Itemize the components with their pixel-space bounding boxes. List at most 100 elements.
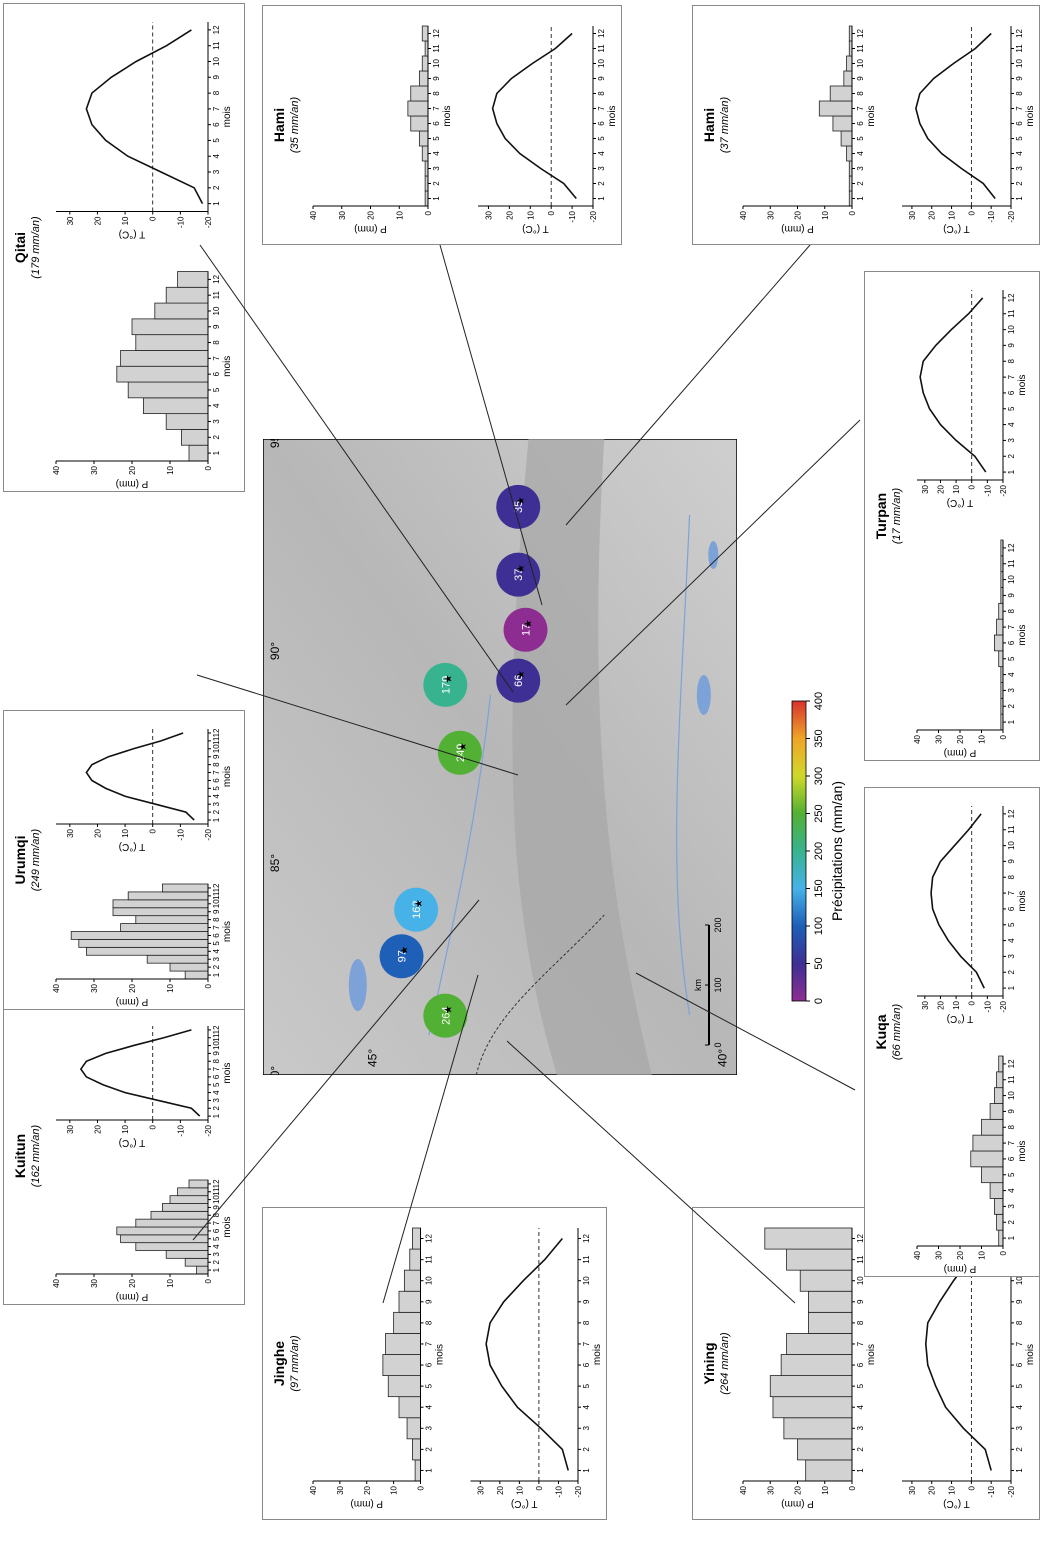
y-axis-label: P (mm) [354, 223, 387, 234]
x-tick-label: 11 [1007, 1075, 1016, 1084]
y-tick-label: 0 [149, 828, 158, 833]
x-tick-label: 9 [212, 909, 221, 914]
y-tick-label: -10 [176, 216, 185, 228]
precip-bar [116, 1226, 209, 1236]
colorbar-title: Précipitations (mm/an) [829, 781, 845, 921]
y-tick-label: 40 [52, 983, 61, 992]
x-axis-label: mois [222, 766, 233, 787]
precip-bar [120, 923, 209, 932]
station-star: ★ [400, 946, 411, 955]
temperature-line [491, 32, 577, 200]
x-tick-label: 1 [1015, 1468, 1024, 1473]
y-axis-label: P (mm) [350, 1498, 383, 1509]
x-tick-label: 7 [597, 106, 606, 111]
x-tick-label: 8 [1015, 91, 1024, 96]
y-tick-label: 10 [515, 1485, 524, 1494]
y-tick-label: -20 [204, 1124, 213, 1136]
precip-bar [805, 1459, 853, 1482]
y-tick-label: -10 [554, 1485, 563, 1497]
x-tick-label: 9 [856, 1299, 865, 1304]
x-tick-label: 6 [212, 778, 221, 783]
precip-bar [846, 55, 853, 72]
y-tick-label: 40 [309, 210, 318, 219]
y-tick-label: 30 [90, 465, 99, 474]
x-tick-label: 5 [212, 786, 221, 791]
x-tick-label: 4 [1007, 1188, 1016, 1193]
x-tick-label: 8 [212, 917, 221, 922]
precip-bar [418, 70, 429, 87]
x-axis-label: mois [866, 105, 877, 126]
x-tick-label: 1 [212, 972, 221, 977]
precip-bar [398, 1396, 421, 1419]
y-tick-label: 30 [921, 1000, 930, 1009]
y-tick-label: 0 [968, 484, 977, 489]
y-axis-label: P (mm) [116, 478, 149, 489]
precip-bar [135, 915, 209, 924]
x-tick-label: 9 [212, 754, 221, 759]
x-tick-label: 6 [212, 1074, 221, 1079]
station-panel-hami-37: Hami (37 mm/an) 0 10 20 30 40 1 2 3 4 5 6 7 8 9 10 11 12… [692, 5, 1040, 245]
y-tick-label: 10 [821, 1485, 830, 1494]
precip-bar [996, 1213, 1004, 1231]
y-tick-label: 20 [128, 983, 137, 992]
precip-bar [414, 1459, 421, 1482]
colorbar-ramp [791, 700, 807, 1002]
x-tick-label: 12 [1007, 1059, 1016, 1068]
colorbar-tick-label: 100 [813, 917, 825, 935]
x-tick-label: 4 [212, 1090, 221, 1095]
x-tick-label: 12 [425, 1234, 434, 1243]
x-tick-label: 5 [856, 1383, 865, 1388]
precip-bar [769, 1375, 853, 1398]
precip-bar [165, 286, 209, 304]
x-tick-label: 9 [582, 1299, 591, 1304]
y-tick-label: 0 [204, 465, 213, 470]
x-tick-label: 4 [1007, 672, 1016, 677]
y-tick-label: 10 [166, 1278, 175, 1287]
x-tick-label: 11 [212, 41, 221, 50]
x-tick-label: 2 [1015, 1447, 1024, 1452]
y-tick-label: 20 [794, 1485, 803, 1494]
y-tick-label: 30 [766, 1485, 775, 1494]
y-tick-label: 0 [204, 983, 213, 988]
x-tick-label: 5 [212, 1236, 221, 1241]
precip-bar [998, 1229, 1004, 1247]
x-tick-label: 9 [432, 76, 441, 81]
station-panel-jinghe: Jinghe (97 mm/an) 0 10 20 30 40 1 2 3 4 5 6 7 8 9 10 11… [262, 1207, 607, 1520]
border-line [475, 914, 605, 1075]
precip-bar [412, 1438, 421, 1461]
x-tick-label: 12 [856, 1234, 865, 1243]
mountain-range [512, 439, 652, 1075]
x-axis-label: mois [222, 356, 233, 377]
x-tick-label: 10 [1015, 59, 1024, 68]
precip-bar [135, 1218, 209, 1228]
y-tick-label: 30 [338, 210, 347, 219]
y-tick-label: 20 [93, 828, 102, 837]
y-tick-label: 0 [149, 216, 158, 221]
y-tick-label: 10 [166, 465, 175, 474]
precip-bar [393, 1311, 421, 1334]
x-tick-label: 12 [1007, 293, 1016, 302]
precip-bar [406, 1417, 421, 1440]
y-tick-label: -20 [204, 828, 213, 840]
precip-bar [421, 55, 429, 72]
y-tick-label: 40 [52, 465, 61, 474]
colorbar-tick-label: 150 [813, 879, 825, 897]
y-tick-label: -10 [987, 1485, 996, 1497]
x-tick-label: 12 [212, 1025, 221, 1034]
x-tick-label: 4 [425, 1404, 434, 1409]
y-tick-label: 20 [956, 734, 965, 743]
x-axis-label: mois [222, 1216, 233, 1237]
y-tick-label: 20 [93, 1124, 102, 1133]
x-axis-label: mois [222, 106, 233, 127]
x-tick-label: 3 [425, 1426, 434, 1431]
precip-bar [127, 891, 209, 901]
map-frame: 80° 85° 90° 95° 45° 40° 264 ★ 97 ★ 162 ★ 249 ★ 179 ★ 17 ★… [263, 439, 737, 1075]
x-tick-label: 6 [856, 121, 865, 126]
scale-bar-label: 100 [713, 977, 723, 992]
precip-bar [177, 271, 209, 288]
y-tick-label: 20 [928, 210, 937, 219]
precip-bar [188, 1179, 209, 1189]
lon-tick-label: 80° [268, 1066, 282, 1075]
